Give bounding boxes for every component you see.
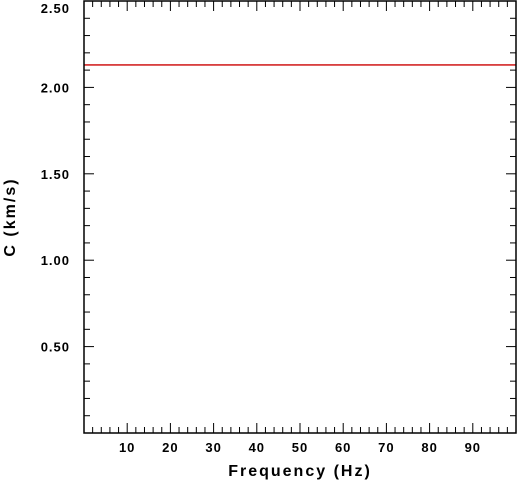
x-tick-label: 80 — [421, 440, 437, 455]
y-axis-label: C (km/s) — [2, 177, 19, 256]
y-tick-label: 1.50 — [41, 167, 70, 182]
x-tick-label: 50 — [292, 440, 308, 455]
tick-labels: 10 20 30 40 50 60 70 80 90 0.50 1.00 1.50 2.00 2.50 — [41, 1, 481, 455]
x-tick-label: 90 — [465, 440, 481, 455]
y-tick-label: 0.50 — [41, 340, 70, 355]
y-tick-label: 2.50 — [41, 1, 70, 16]
y-tick-label: 1.00 — [41, 253, 70, 268]
x-tick-label: 60 — [335, 440, 351, 455]
x-tick-label: 70 — [378, 440, 394, 455]
x-tick-label: 10 — [119, 440, 135, 455]
x-tick-label: 40 — [249, 440, 265, 455]
x-tick-label: 20 — [162, 440, 178, 455]
ticks — [84, 1, 516, 433]
y-tick-label: 2.00 — [41, 80, 70, 95]
x-tick-label: 30 — [205, 440, 221, 455]
x-axis-label: Frequency (Hz) — [228, 463, 372, 480]
plot-frame — [83, 0, 517, 434]
